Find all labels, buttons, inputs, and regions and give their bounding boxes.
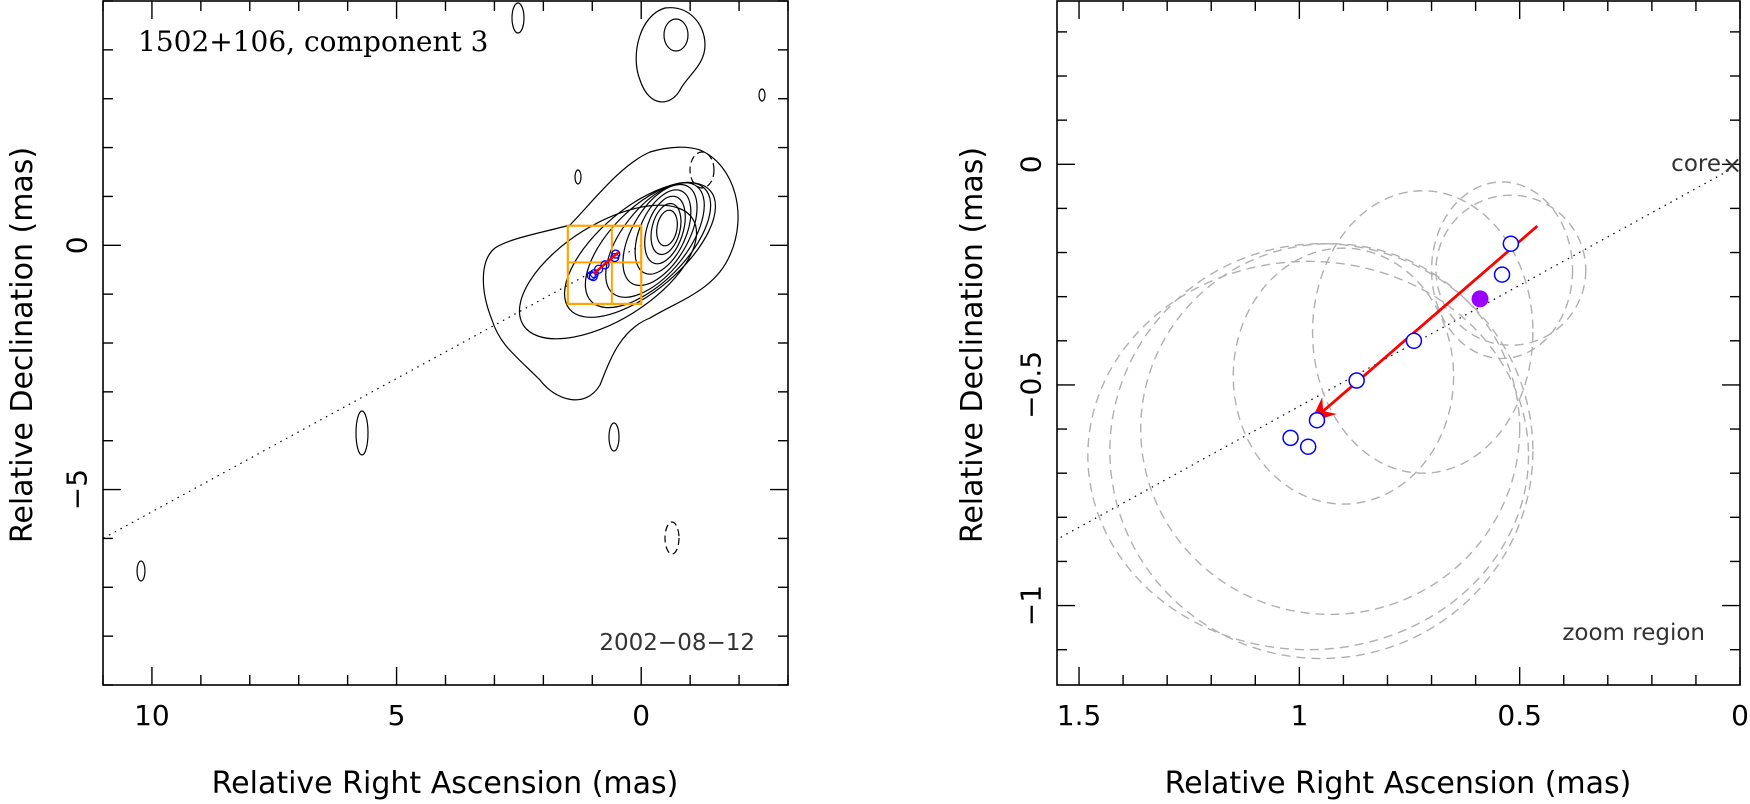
component-position-point bbox=[1348, 372, 1365, 389]
contour-island-bottom bbox=[608, 422, 620, 452]
contour-island-top-right-inner bbox=[663, 18, 689, 52]
mean-position-marker bbox=[1471, 290, 1489, 308]
y-tick-label: −0.5 bbox=[1015, 351, 1048, 419]
component-position-point bbox=[600, 260, 610, 270]
left-y-axis-label: Relative Declination (mas) bbox=[5, 147, 40, 543]
x-tick-label: 1 bbox=[1290, 699, 1308, 732]
left-panel-contour-map: 10 5 00−5 150 bbox=[5, 0, 789, 801]
right-ticks bbox=[1057, 1, 1741, 685]
contour-island-left bbox=[355, 410, 369, 456]
component-position-point bbox=[1308, 411, 1326, 429]
contour-island-far-left bbox=[136, 560, 146, 582]
component-position-point bbox=[1502, 235, 1520, 252]
zoom-region-label: zoom region bbox=[1562, 620, 1705, 646]
right-x-axis-label: Relative Right Ascension (mas) bbox=[1165, 766, 1632, 801]
left-ticks bbox=[102, 0, 789, 686]
contour-level-8 bbox=[650, 202, 682, 256]
error-ellipse bbox=[1109, 243, 1534, 660]
left-x-axis-label: Relative Right Ascension (mas) bbox=[212, 766, 679, 801]
right-panel-zoom: 1.5 1 0.5 0 0 −0.5 −1 core × zoom region Relat… bbox=[955, 0, 1749, 801]
core-marker: × bbox=[1722, 151, 1742, 179]
contour-island-mid bbox=[574, 169, 582, 185]
x-tick-label: 5 bbox=[388, 699, 406, 732]
contour-level-1 bbox=[518, 204, 698, 340]
x-tick-label: 1.5 bbox=[1057, 699, 1102, 732]
contour-island-top-right bbox=[635, 7, 706, 103]
left-jet-axis-line bbox=[102, 244, 642, 539]
contour-outer-envelope bbox=[482, 146, 739, 401]
contour-negative-bottom-right bbox=[664, 521, 680, 555]
contour-level-9 bbox=[656, 209, 678, 247]
x-tick-label: 10 bbox=[134, 699, 170, 732]
contour-level-3 bbox=[584, 181, 712, 309]
right-component-positions bbox=[1282, 235, 1520, 455]
left-motion-vector bbox=[592, 251, 620, 275]
contour-level-6 bbox=[634, 189, 692, 275]
zoom-box-outline bbox=[566, 224, 643, 306]
y-tick-label: 0 bbox=[1015, 155, 1048, 173]
error-ellipse bbox=[1232, 247, 1455, 505]
error-ellipse bbox=[1087, 260, 1530, 651]
right-motion-vector bbox=[1310, 224, 1539, 423]
component-position-point bbox=[1282, 429, 1299, 447]
x-tick-label: 0 bbox=[632, 699, 650, 732]
right-jet-axis-line bbox=[1056, 163, 1741, 540]
error-ellipse bbox=[1311, 190, 1534, 474]
component-position-point bbox=[593, 264, 604, 274]
radio-contour-map bbox=[136, 2, 766, 582]
right-y-axis-label: Relative Declination (mas) bbox=[955, 147, 990, 543]
component-position-point bbox=[1405, 332, 1423, 350]
error-ellipse bbox=[1430, 181, 1574, 360]
right-plot-frame bbox=[1056, 0, 1741, 686]
y-tick-label: 0 bbox=[61, 236, 94, 254]
error-ellipse bbox=[1140, 243, 1521, 616]
error-ellipse bbox=[1435, 194, 1587, 346]
y-tick-label: −1 bbox=[1015, 585, 1048, 626]
right-tick-labels: 1.5 1 0.5 0 0 −0.5 −1 bbox=[1015, 155, 1749, 732]
error-ellipses bbox=[1087, 181, 1587, 660]
core-label: core bbox=[1671, 151, 1721, 177]
contour-level-5 bbox=[622, 183, 698, 287]
x-tick-label: 0 bbox=[1731, 699, 1749, 732]
contour-island-top bbox=[511, 2, 525, 34]
left-title: 1502+106, component 3 bbox=[138, 25, 488, 58]
zoom-region-box bbox=[566, 224, 643, 306]
left-epoch-label: 2002−08−12 bbox=[599, 630, 755, 656]
contour-island-right-small bbox=[758, 88, 766, 102]
contour-level-7 bbox=[644, 195, 686, 265]
left-plot-frame bbox=[102, 0, 789, 686]
contour-level-2 bbox=[563, 182, 717, 318]
component-position-point bbox=[1299, 438, 1317, 455]
left-tick-labels: 10 5 0 0 −5 bbox=[61, 236, 651, 732]
y-tick-label: −5 bbox=[61, 469, 94, 510]
component-position-point bbox=[1493, 266, 1511, 283]
contour-level-4 bbox=[605, 182, 705, 298]
component-position-point bbox=[611, 249, 621, 259]
contour-negative-right bbox=[689, 151, 715, 189]
x-tick-label: 0.5 bbox=[1497, 699, 1542, 732]
